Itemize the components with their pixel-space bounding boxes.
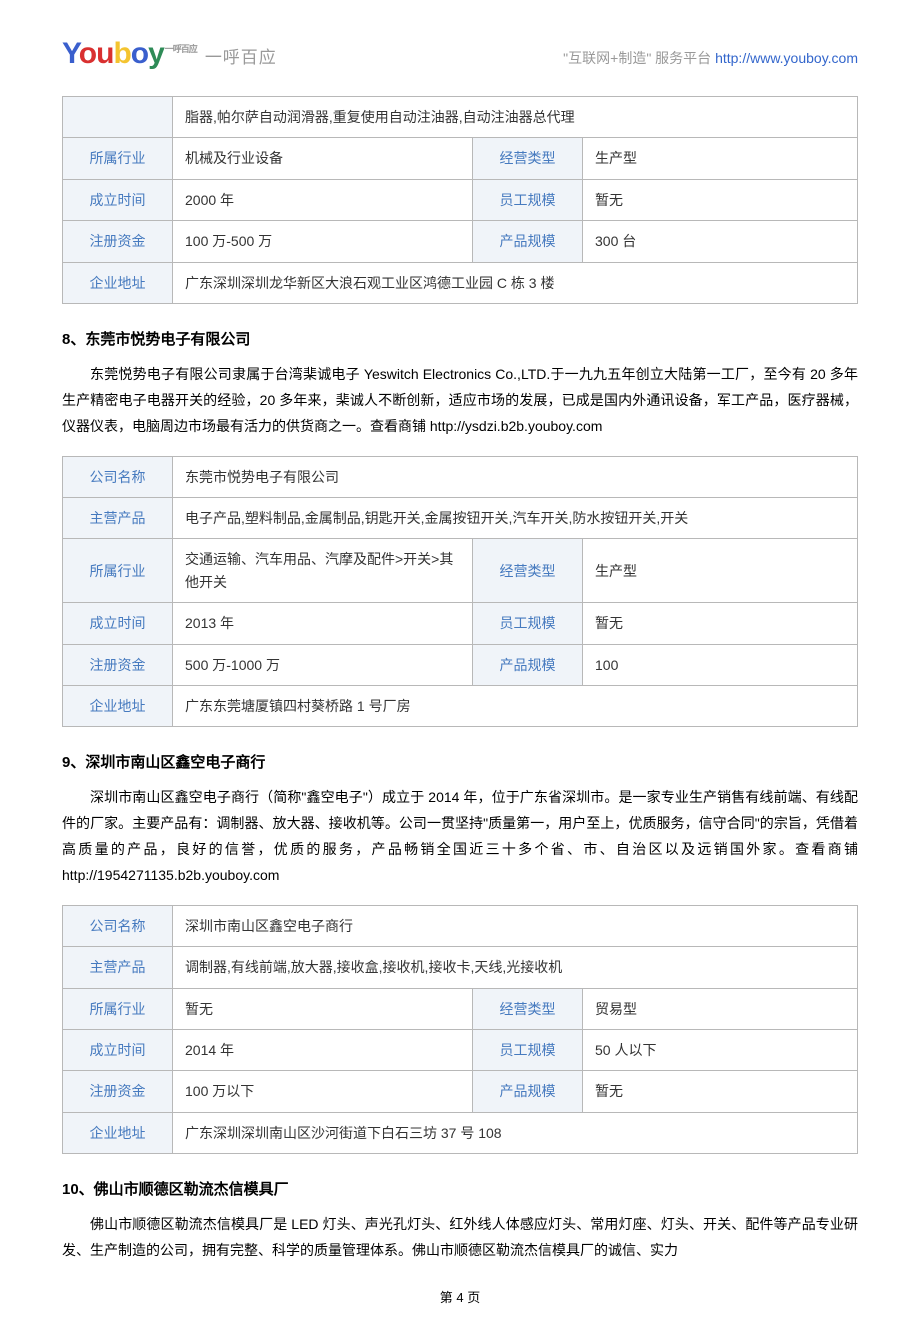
logo: Youboy一呼百应 一呼百应 bbox=[62, 30, 277, 78]
cell-value: 500 万-1000 万 bbox=[173, 644, 473, 685]
cell-label: 所属行业 bbox=[63, 988, 173, 1029]
table-row: 注册资金 500 万-1000 万 产品规模 100 bbox=[63, 644, 858, 685]
cell-value: 300 台 bbox=[583, 221, 858, 262]
cell-label: 员工规模 bbox=[473, 603, 583, 644]
cell-value: 调制器,有线前端,放大器,接收盒,接收机,接收卡,天线,光接收机 bbox=[173, 947, 858, 988]
section-desc-9: 深圳市南山区鑫空电子商行（简称"鑫空电子"）成立于 2014 年，位于广东省深圳… bbox=[62, 785, 858, 889]
table-row: 注册资金 100 万-500 万 产品规模 300 台 bbox=[63, 221, 858, 262]
logo-brand: Youboy一呼百应 bbox=[62, 30, 197, 78]
logo-letter: b bbox=[113, 37, 130, 70]
page-header: Youboy一呼百应 一呼百应 "互联网+制造" 服务平台 http://www… bbox=[62, 30, 858, 78]
cell-value: 100 万以下 bbox=[173, 1071, 473, 1112]
company-table-top: 脂器,帕尔萨自动润滑器,重复使用自动注油器,自动注油器总代理 所属行业 机械及行… bbox=[62, 96, 858, 304]
cell-label-empty bbox=[63, 97, 173, 138]
cell-value: 东莞市悦势电子有限公司 bbox=[173, 456, 858, 497]
logo-letter: Y bbox=[62, 37, 79, 70]
table-row: 脂器,帕尔萨自动润滑器,重复使用自动注油器,自动注油器总代理 bbox=[63, 97, 858, 138]
cell-label: 主营产品 bbox=[63, 498, 173, 539]
cell-value: 2000 年 bbox=[173, 179, 473, 220]
cell-label: 主营产品 bbox=[63, 947, 173, 988]
cell-value: 50 人以下 bbox=[583, 1030, 858, 1071]
cell-value: 广东东莞塘厦镇四村葵桥路 1 号厂房 bbox=[173, 685, 858, 726]
section-title-8: 8、东莞市悦势电子有限公司 bbox=[62, 328, 858, 352]
cell-label: 注册资金 bbox=[63, 221, 173, 262]
cell-value: 暂无 bbox=[583, 603, 858, 644]
cell-label: 经营类型 bbox=[473, 988, 583, 1029]
cell-label: 成立时间 bbox=[63, 179, 173, 220]
cell-value: 100 万-500 万 bbox=[173, 221, 473, 262]
cell-label: 产品规模 bbox=[473, 221, 583, 262]
cell-label: 员工规模 bbox=[473, 1030, 583, 1071]
cell-label: 公司名称 bbox=[63, 905, 173, 946]
table-row: 企业地址 广东深圳深圳龙华新区大浪石观工业区鸿德工业园 C 栋 3 楼 bbox=[63, 262, 858, 303]
section-desc-8: 东莞悦势电子有限公司隶属于台湾棐诚电子 Yeswitch Electronics… bbox=[62, 362, 858, 440]
cell-label: 所属行业 bbox=[63, 138, 173, 179]
cell-value: 机械及行业设备 bbox=[173, 138, 473, 179]
cell-label: 经营类型 bbox=[473, 539, 583, 603]
logo-superscript: 一呼百应 bbox=[165, 44, 197, 54]
section-title-10: 10、佛山市顺德区勒流杰信模具厂 bbox=[62, 1178, 858, 1202]
logo-letter: ou bbox=[79, 37, 114, 70]
table-row: 所属行业 暂无 经营类型 贸易型 bbox=[63, 988, 858, 1029]
section-desc-10: 佛山市顺德区勒流杰信模具厂是 LED 灯头、声光孔灯头、红外线人体感应灯头、常用… bbox=[62, 1212, 858, 1264]
table-row: 所属行业 交通运输、汽车用品、汽摩及配件>开关>其他开关 经营类型 生产型 bbox=[63, 539, 858, 603]
table-row: 公司名称 深圳市南山区鑫空电子商行 bbox=[63, 905, 858, 946]
cell-label: 员工规模 bbox=[473, 179, 583, 220]
logo-slogan: 一呼百应 bbox=[205, 44, 277, 71]
cell-label: 成立时间 bbox=[63, 603, 173, 644]
cell-value: 广东深圳深圳龙华新区大浪石观工业区鸿德工业园 C 栋 3 楼 bbox=[173, 262, 858, 303]
table-row: 成立时间 2000 年 员工规模 暂无 bbox=[63, 179, 858, 220]
cell-value: 2013 年 bbox=[173, 603, 473, 644]
table-row: 主营产品 电子产品,塑料制品,金属制品,钥匙开关,金属按钮开关,汽车开关,防水按… bbox=[63, 498, 858, 539]
table-row: 主营产品 调制器,有线前端,放大器,接收盒,接收机,接收卡,天线,光接收机 bbox=[63, 947, 858, 988]
table-row: 成立时间 2014 年 员工规模 50 人以下 bbox=[63, 1030, 858, 1071]
cell-value: 2014 年 bbox=[173, 1030, 473, 1071]
cell-value: 脂器,帕尔萨自动润滑器,重复使用自动注油器,自动注油器总代理 bbox=[173, 97, 858, 138]
cell-label: 产品规模 bbox=[473, 644, 583, 685]
cell-label: 注册资金 bbox=[63, 1071, 173, 1112]
cell-value: 电子产品,塑料制品,金属制品,钥匙开关,金属按钮开关,汽车开关,防水按钮开关,开… bbox=[173, 498, 858, 539]
cell-value: 广东深圳深圳南山区沙河街道下白石三坊 37 号 108 bbox=[173, 1112, 858, 1153]
section-title-9: 9、深圳市南山区鑫空电子商行 bbox=[62, 751, 858, 775]
header-right: "互联网+制造" 服务平台 http://www.youboy.com bbox=[563, 47, 858, 69]
table-row: 公司名称 东莞市悦势电子有限公司 bbox=[63, 456, 858, 497]
logo-letter: y bbox=[148, 37, 164, 70]
cell-label: 所属行业 bbox=[63, 539, 173, 603]
company-table-9: 公司名称 深圳市南山区鑫空电子商行 主营产品 调制器,有线前端,放大器,接收盒,… bbox=[62, 905, 858, 1154]
table-row: 成立时间 2013 年 员工规模 暂无 bbox=[63, 603, 858, 644]
cell-label: 公司名称 bbox=[63, 456, 173, 497]
company-table-8: 公司名称 东莞市悦势电子有限公司 主营产品 电子产品,塑料制品,金属制品,钥匙开… bbox=[62, 456, 858, 728]
table-row: 企业地址 广东东莞塘厦镇四村葵桥路 1 号厂房 bbox=[63, 685, 858, 726]
logo-letter: o bbox=[131, 37, 148, 70]
table-row: 企业地址 广东深圳深圳南山区沙河街道下白石三坊 37 号 108 bbox=[63, 1112, 858, 1153]
page-number: 第 4 页 bbox=[62, 1288, 858, 1309]
cell-value: 100 bbox=[583, 644, 858, 685]
header-url[interactable]: http://www.youboy.com bbox=[715, 50, 858, 66]
cell-value: 交通运输、汽车用品、汽摩及配件>开关>其他开关 bbox=[173, 539, 473, 603]
cell-value: 暂无 bbox=[583, 179, 858, 220]
table-row: 注册资金 100 万以下 产品规模 暂无 bbox=[63, 1071, 858, 1112]
cell-value: 深圳市南山区鑫空电子商行 bbox=[173, 905, 858, 946]
cell-label: 成立时间 bbox=[63, 1030, 173, 1071]
cell-label: 企业地址 bbox=[63, 262, 173, 303]
cell-value: 生产型 bbox=[583, 539, 858, 603]
platform-text: "互联网+制造" 服务平台 bbox=[563, 50, 711, 66]
table-row: 所属行业 机械及行业设备 经营类型 生产型 bbox=[63, 138, 858, 179]
cell-value: 生产型 bbox=[583, 138, 858, 179]
cell-label: 注册资金 bbox=[63, 644, 173, 685]
cell-label: 企业地址 bbox=[63, 1112, 173, 1153]
cell-value: 暂无 bbox=[173, 988, 473, 1029]
cell-label: 企业地址 bbox=[63, 685, 173, 726]
cell-value: 贸易型 bbox=[583, 988, 858, 1029]
cell-value: 暂无 bbox=[583, 1071, 858, 1112]
cell-label: 经营类型 bbox=[473, 138, 583, 179]
cell-label: 产品规模 bbox=[473, 1071, 583, 1112]
